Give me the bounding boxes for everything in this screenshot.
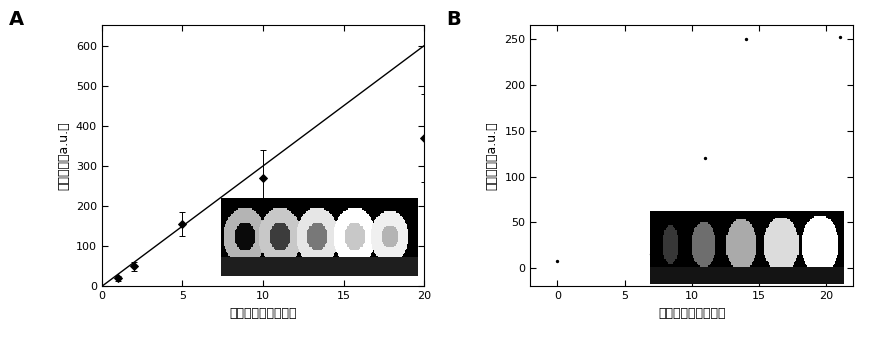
Point bbox=[644, 252, 659, 257]
Text: B: B bbox=[446, 10, 461, 29]
Point bbox=[698, 156, 713, 161]
Point bbox=[550, 258, 564, 263]
Point bbox=[833, 35, 847, 40]
Text: A: A bbox=[9, 10, 24, 29]
X-axis label: 浓度（微克每毫升）: 浓度（微克每毫升） bbox=[658, 307, 726, 320]
Y-axis label: 光声强度（a.u.）: 光声强度（a.u.） bbox=[486, 122, 499, 190]
Y-axis label: 荧光强度（a.u.）: 荧光强度（a.u.） bbox=[57, 122, 70, 190]
X-axis label: 浓度（微克每毫升）: 浓度（微克每毫升） bbox=[229, 307, 297, 320]
Point bbox=[738, 37, 752, 42]
